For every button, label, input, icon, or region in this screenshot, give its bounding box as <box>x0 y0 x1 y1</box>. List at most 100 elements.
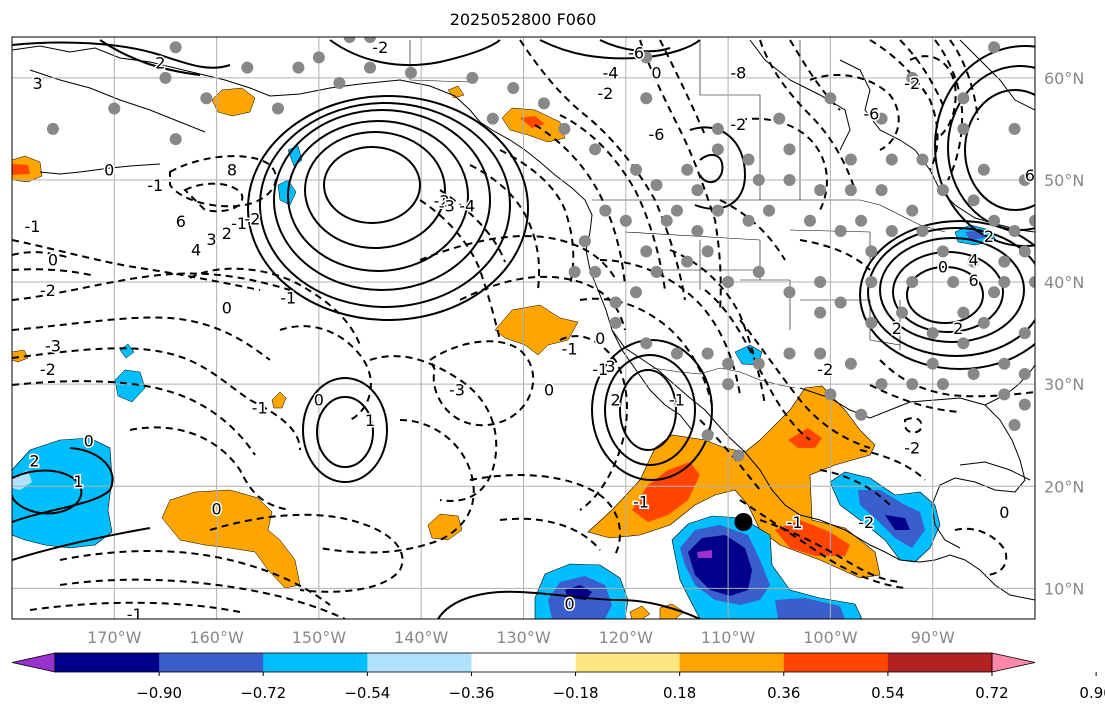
station-dot <box>967 367 980 380</box>
contour-label: -1 <box>562 339 578 358</box>
contour-label: 0 <box>544 380 554 399</box>
station-dot <box>814 184 827 197</box>
station-dot <box>670 347 683 360</box>
station-dot <box>803 214 816 227</box>
station-dot <box>619 214 632 227</box>
station-dot <box>885 153 898 166</box>
negative-anomaly-region-west <box>12 437 113 549</box>
station-dot <box>722 378 735 391</box>
station-dot <box>640 92 653 105</box>
station-dot <box>998 388 1011 401</box>
positive-anomaly-region-hawaii <box>161 489 301 589</box>
alaska-coast <box>12 45 493 131</box>
station-dot <box>640 337 653 350</box>
contour-label: 1 <box>365 411 375 430</box>
contour-8-high <box>323 146 421 224</box>
station-dot <box>1008 419 1021 431</box>
station-dot <box>640 51 653 64</box>
lat-tick-label: 20°N <box>1044 477 1084 496</box>
station-dot <box>957 306 970 319</box>
contour-label: 0 <box>48 251 58 270</box>
station-dot <box>589 143 602 156</box>
contour-label: 0 <box>651 64 661 83</box>
positive-anomaly-region-offshore <box>494 304 579 356</box>
colorbar-segment <box>471 653 577 672</box>
contour-label: -2 <box>730 115 746 134</box>
lon-tick-label: 130°W <box>496 628 551 647</box>
lat-tick-label: 30°N <box>1044 375 1084 394</box>
dashed-contour-lines <box>12 39 1035 619</box>
station-dot <box>875 184 888 197</box>
contour-label: 0 <box>564 595 574 614</box>
station-dot <box>844 184 857 197</box>
station-dot <box>343 37 356 43</box>
longitude-tick-labels: 170°W 160°W 150°W 140°W 130°W 120°W 110°W 100°W… <box>87 628 955 647</box>
station-dot <box>936 184 949 197</box>
contour-label: 0 <box>104 161 114 180</box>
station-dot <box>364 37 377 43</box>
station-dot <box>558 122 571 135</box>
lat-tick-label: 40°N <box>1044 273 1084 292</box>
contour-label: 4 <box>191 240 201 259</box>
station-dot <box>159 71 172 84</box>
contour-label: -2 <box>858 513 874 532</box>
station-dot <box>630 286 643 299</box>
gridlines <box>12 37 1035 619</box>
station-dot <box>1008 122 1021 135</box>
location-marker <box>734 513 753 531</box>
contour-3-high <box>619 369 677 451</box>
contour-label: -2 <box>434 191 450 210</box>
station-dot <box>1018 367 1031 380</box>
contour-label: 1 <box>73 472 83 491</box>
station-dot <box>916 225 929 237</box>
station-dot <box>844 357 857 370</box>
station-dot <box>752 173 765 186</box>
station-dot <box>906 204 919 217</box>
lat-tick-label: 50°N <box>1044 171 1084 190</box>
lon-tick-label: 170°W <box>87 628 142 647</box>
station-dot <box>844 153 857 166</box>
station-dot <box>681 163 694 176</box>
contour-label: 2 <box>155 54 165 73</box>
station-dot <box>977 316 990 329</box>
station-dot <box>670 204 683 217</box>
station-dot <box>507 82 520 95</box>
station-dot <box>609 296 622 309</box>
station-dot <box>947 276 960 289</box>
station-dot <box>967 194 980 207</box>
anomaly-shading <box>12 85 997 619</box>
colorbar-tick-labels: −0.90 −0.72 −0.54 −0.36 −0.18 0.18 0.36 0.54 0.7… <box>136 672 1105 702</box>
colorbar <box>11 652 1036 673</box>
contour-label: 0 <box>222 299 232 318</box>
station-dot <box>599 204 612 217</box>
station-dot <box>814 306 827 319</box>
contour-label: -6 <box>863 105 879 124</box>
station-dot <box>906 378 919 391</box>
contour-label: -1 <box>252 399 268 418</box>
contour-label: -4 <box>602 64 618 83</box>
contour-label: 0 <box>595 329 605 348</box>
contour-label: 6 <box>1025 166 1035 185</box>
station-dot <box>783 286 796 299</box>
station-dot <box>241 61 254 74</box>
contour-label: 0 <box>212 500 222 519</box>
station-dot <box>936 245 949 258</box>
station-dot <box>957 92 970 105</box>
station-dot <box>200 92 213 105</box>
station-dot <box>271 102 284 115</box>
contour-label: -2 <box>40 281 56 300</box>
station-dot <box>926 357 939 370</box>
contour-label: 0 <box>314 390 324 409</box>
station-dot <box>988 286 1001 299</box>
contour-label: -2 <box>817 360 833 379</box>
lat-tick-label: 60°N <box>1044 69 1084 88</box>
colorbar-segment <box>263 653 368 672</box>
florida <box>984 364 1035 406</box>
map-title: 2025052800 F060 <box>449 10 597 29</box>
lat-tick-label: 10°N <box>1044 579 1084 598</box>
station-dot <box>977 163 990 176</box>
station-dot <box>834 296 847 309</box>
colorbar-segment <box>55 653 160 672</box>
lon-tick-label: 120°W <box>599 628 654 647</box>
